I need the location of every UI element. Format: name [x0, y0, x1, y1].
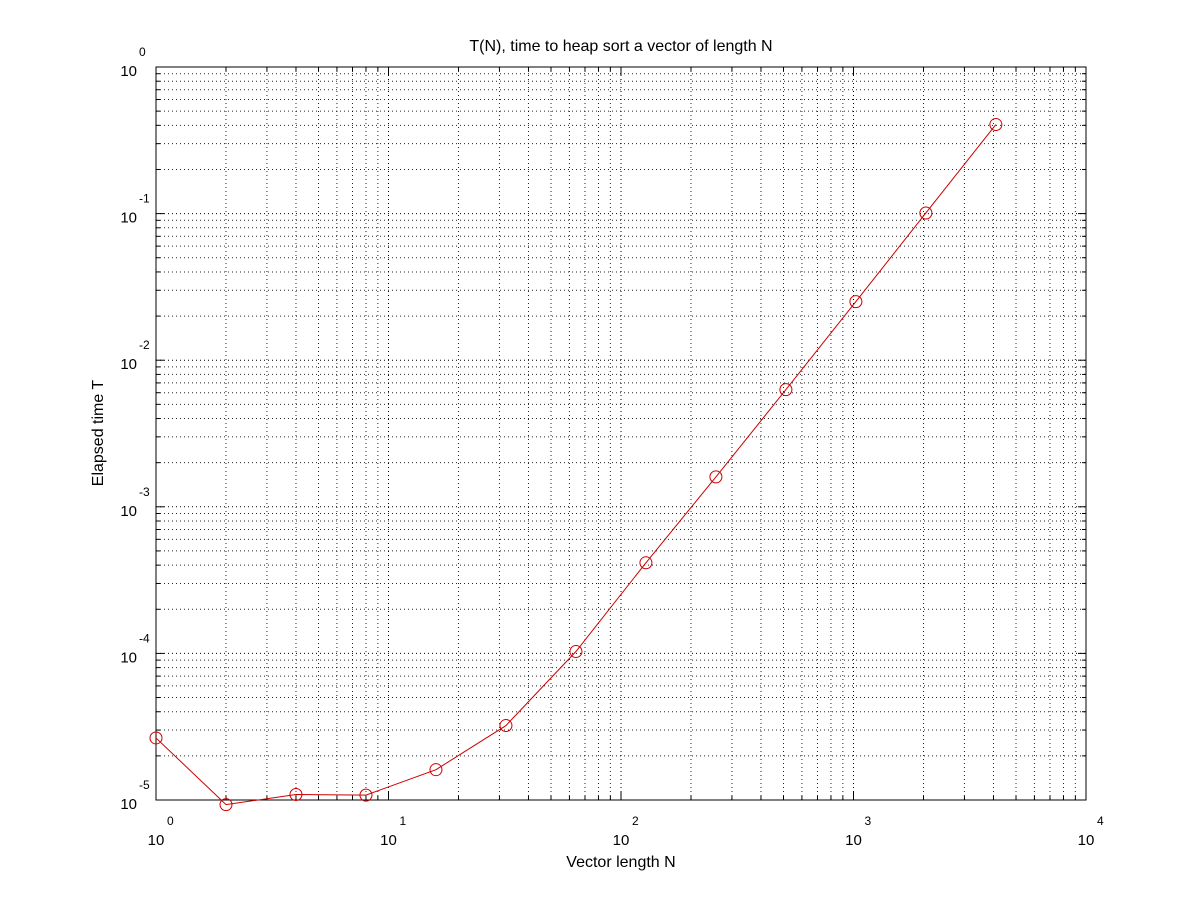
data-point	[779, 383, 793, 397]
y-tick-base: 10	[120, 503, 137, 520]
x-tick-label: 100	[148, 814, 174, 849]
y-tick-base: 10	[120, 796, 137, 813]
series-line	[155, 124, 997, 806]
data-point	[289, 788, 303, 802]
x-tick-base: 10	[613, 832, 630, 849]
x-tick-label: 104	[1078, 814, 1104, 849]
data-point	[849, 295, 863, 309]
y-tick-label: 10-1	[120, 192, 150, 227]
data-point	[919, 206, 933, 220]
data-point	[639, 556, 653, 570]
y-tick-exponent: -5	[139, 778, 150, 792]
x-tick-label: 101	[380, 814, 406, 849]
y-axis-label: Elapsed time T	[90, 380, 107, 487]
y-tick-exponent: -3	[139, 485, 150, 499]
data-point	[149, 731, 163, 745]
y-tick-exponent: -4	[139, 631, 150, 645]
series	[149, 118, 1003, 812]
y-tick-base: 10	[120, 63, 137, 80]
x-tick-base: 10	[845, 832, 862, 849]
plot-frame	[155, 66, 1087, 801]
x-tick-base: 10	[1078, 832, 1095, 849]
y-tick-exponent: -1	[139, 192, 150, 206]
data-point	[429, 763, 443, 777]
data-point	[499, 719, 513, 733]
y-tick-label: 10-3	[120, 485, 150, 520]
y-tick-base: 10	[120, 649, 137, 666]
x-tick-exponent: 2	[632, 814, 639, 828]
y-tick-base: 10	[120, 210, 137, 227]
x-tick-base: 10	[380, 832, 397, 849]
grid	[156, 67, 1086, 800]
x-tick-exponent: 1	[400, 814, 407, 828]
data-point	[709, 470, 723, 484]
x-tick-label: 102	[613, 814, 639, 849]
x-axis-label: Vector length N	[566, 854, 675, 871]
y-tick-label: 100	[120, 45, 146, 80]
y-tick-exponent: -2	[139, 338, 150, 352]
data-point	[359, 788, 373, 802]
data-point	[989, 118, 1003, 132]
y-tick-base: 10	[120, 356, 137, 373]
y-tick-label: 10-5	[120, 778, 150, 813]
data-point	[219, 798, 233, 812]
y-tick-label: 10-4	[120, 631, 150, 666]
data-point	[569, 645, 583, 659]
x-tick-exponent: 3	[865, 814, 872, 828]
chart-title: T(N), time to heap sort a vector of leng…	[469, 38, 772, 55]
x-tick-label: 103	[845, 814, 871, 849]
x-tick-exponent: 0	[167, 814, 174, 828]
y-tick-exponent: 0	[139, 45, 146, 59]
x-tick-base: 10	[148, 832, 165, 849]
y-tick-label: 10-2	[120, 338, 150, 373]
x-tick-exponent: 4	[1097, 814, 1104, 828]
